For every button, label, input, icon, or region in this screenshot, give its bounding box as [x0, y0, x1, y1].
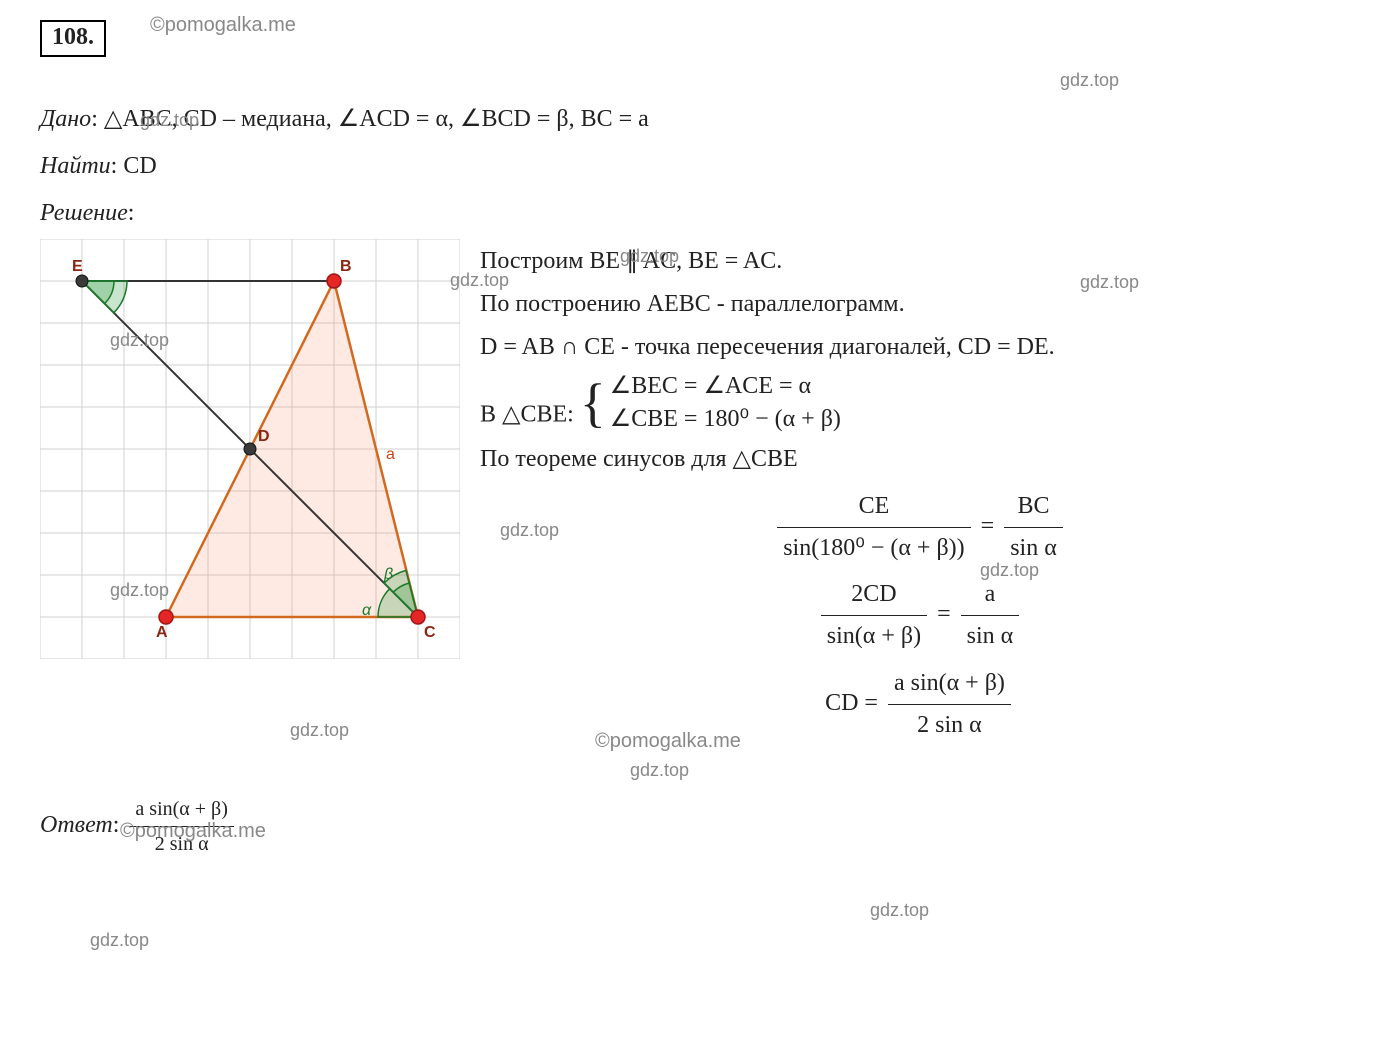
label-d: D [258, 428, 270, 445]
eq3-den: 2 sin α [888, 705, 1011, 746]
eq1-rhs-den: sin α [1004, 528, 1063, 569]
sol-line1: Построим BE ∥ AC, BE = AC. [480, 241, 1360, 282]
equation-1: CE sin(180⁰ − (α + β)) = BC sin α [480, 486, 1360, 569]
sys-line2: ∠CBE = 180⁰ − (α + β) [610, 406, 841, 432]
sol-line4: В △CBE: { ∠BEC = ∠ACE = α ∠CBE = 180⁰ − … [480, 370, 1360, 437]
watermark-pom: ©pomogalka.me [150, 14, 296, 37]
label-side-a: a [386, 446, 395, 463]
brace-icon: { [580, 376, 606, 430]
find-row: Найти: CD [40, 146, 1360, 187]
watermark-gdz: gdz.top [630, 760, 689, 781]
answer-row: Ответ: a sin(α + β) 2 sin α [40, 792, 1360, 861]
solution-text: Построим BE ∥ AC, BE = AC. По построению… [480, 239, 1360, 751]
equation-3: CD = a sin(α + β) 2 sin α [480, 663, 1360, 746]
find-text: : CD [111, 153, 157, 179]
watermark-gdz: gdz.top [1060, 70, 1119, 91]
sol-line2: По построению AEBC - параллелограмм. [480, 284, 1360, 325]
label-e: E [72, 258, 83, 275]
eq1-lhs-den: sin(180⁰ − (α + β)) [777, 528, 970, 569]
eq1-rhs-num: BC [1004, 486, 1063, 528]
eq2-lhs-den: sin(α + β) [821, 616, 927, 657]
eq3-lhs: CD = [825, 690, 884, 716]
given-label: Дано [40, 106, 91, 132]
find-label: Найти [40, 153, 111, 179]
point-a [159, 610, 173, 624]
equation-2: 2CD sin(α + β) = a sin α [480, 574, 1360, 657]
given-text: : △ABC, CD – медиана, ∠ACD = α, ∠BCD = β… [91, 106, 649, 132]
point-d [244, 443, 256, 455]
label-c: C [424, 624, 436, 641]
sol-line5: По теореме синусов для △CBE [480, 439, 1360, 480]
point-e [76, 275, 88, 287]
answer-label: Ответ [40, 812, 113, 838]
diagram: E B D A C a α β [40, 239, 460, 666]
answer-den: 2 sin α [129, 827, 233, 861]
label-a: A [156, 624, 168, 641]
point-c [411, 610, 425, 624]
watermark-gdz: gdz.top [870, 900, 929, 921]
solution-label: Решение [40, 200, 128, 226]
eq3-num: a sin(α + β) [888, 663, 1011, 705]
eq2-rhs-num: a [961, 574, 1020, 616]
solution-label-row: Решение: [40, 193, 1360, 234]
eq2-rhs-den: sin α [961, 616, 1020, 657]
watermark-gdz: gdz.top [90, 930, 149, 951]
answer-num: a sin(α + β) [129, 792, 233, 827]
label-alpha: α [362, 602, 372, 619]
label-b: B [340, 258, 352, 275]
label-beta: β [383, 566, 393, 583]
sol-line4-prefix: В △CBE: [480, 401, 580, 427]
eq1-lhs-num: CE [777, 486, 970, 528]
sys-line1: ∠BEC = ∠ACE = α [610, 373, 811, 399]
given-row: Дано: △ABC, CD – медиана, ∠ACD = α, ∠BCD… [40, 99, 1360, 140]
problem-number: 108. [40, 20, 106, 57]
point-b [327, 274, 341, 288]
sol-line3: D = AB ∩ CE - точка пересечения диагонал… [480, 327, 1360, 368]
eq2-lhs-num: 2CD [821, 574, 927, 616]
